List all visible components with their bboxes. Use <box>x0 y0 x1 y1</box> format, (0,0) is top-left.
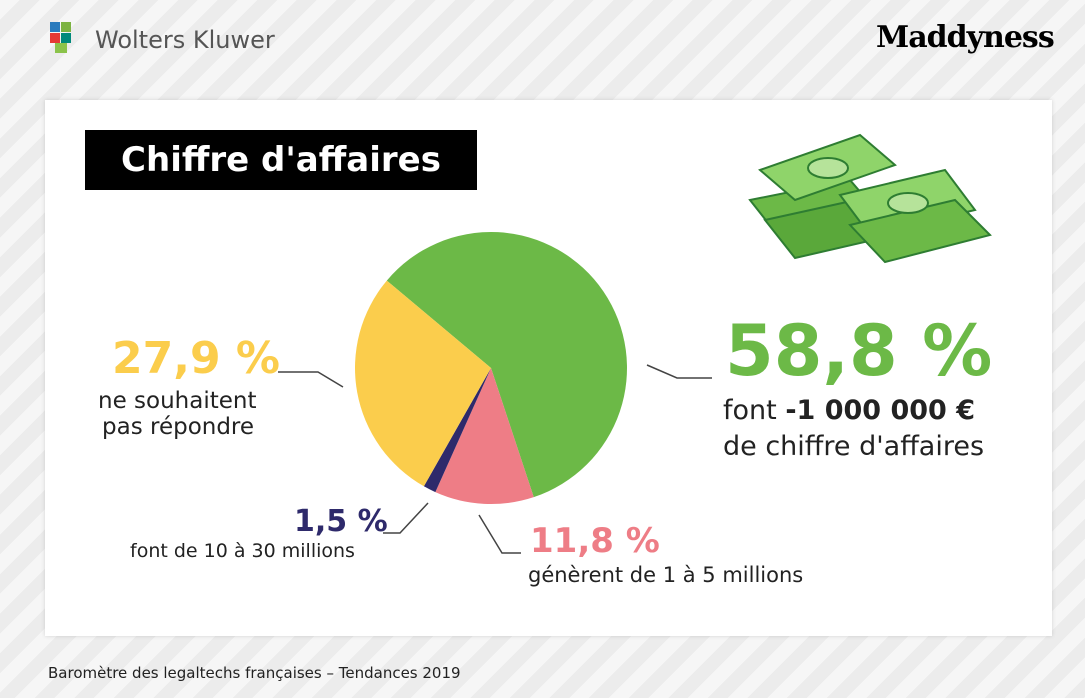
pie-slice <box>355 280 491 487</box>
description: font de 10 à 30 millions <box>130 540 355 562</box>
description: pas répondre <box>102 414 255 440</box>
pie-slice <box>435 368 534 504</box>
value-label: 58,8 % <box>725 310 993 392</box>
money-icon <box>748 133 992 264</box>
description-text: font <box>723 395 777 426</box>
pie-slice <box>423 368 491 493</box>
footer: Baromètre des legaltechs françaises – Te… <box>48 664 461 682</box>
description: ne souhaitent <box>98 388 257 414</box>
description: génèrent de 1 à 5 millions <box>528 563 804 587</box>
value-label: 11,8 % <box>530 521 660 561</box>
leader-line <box>646 364 712 379</box>
value-label: 1,5 % <box>294 504 388 539</box>
left-logo: Wolters Kluwer <box>95 26 275 54</box>
leader-line <box>478 514 521 554</box>
description-bold: -1 000 000 € <box>785 395 976 426</box>
leader-line <box>278 371 344 388</box>
leader-line <box>383 502 429 534</box>
leader-lines <box>278 364 712 554</box>
value-label: 27,9 % <box>112 333 280 384</box>
pie-slice <box>386 232 627 498</box>
description: de chiffre d'affaires <box>723 431 985 462</box>
right-logo: Maddyness <box>876 20 1055 55</box>
chart-title: Chiffre d'affaires <box>85 130 477 190</box>
logo-icon <box>50 22 71 53</box>
description: font -1 000 000 € <box>723 395 975 426</box>
pie <box>355 232 627 504</box>
